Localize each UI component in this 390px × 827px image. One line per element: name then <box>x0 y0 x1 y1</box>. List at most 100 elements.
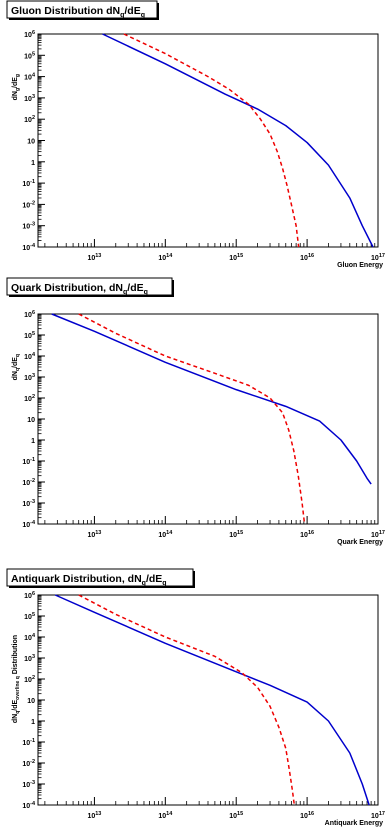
y-tick-exponent: -3 <box>30 780 35 786</box>
title-sub2: q <box>162 580 166 587</box>
series-line-red-dashed <box>123 33 300 248</box>
chart-3: Antiquark Distribution, dNq/dEqdNq/dEove… <box>6 568 385 827</box>
x-tick-label: 1015 <box>229 253 243 262</box>
y-tick-text: 10 <box>27 698 35 705</box>
x-tick-label: 1015 <box>229 530 243 539</box>
y-tick-base: 10 <box>22 501 30 508</box>
y-tick-label: 102 <box>24 394 35 403</box>
title-box <box>6 0 158 19</box>
x-tick-exponent: 17 <box>379 253 385 259</box>
title-sub1: q <box>142 580 146 587</box>
y-tick-base: 10 <box>24 593 32 600</box>
y-tick-label: 103 <box>24 94 35 103</box>
title-main: Quark Distribution, dN <box>11 282 123 294</box>
y-tick-exponent: -1 <box>30 457 35 463</box>
y-axis-label: dNg/dEg <box>12 74 21 100</box>
y-tick-label: 10-1 <box>22 179 35 188</box>
chart-1: Gluon Distribution dNg/dEgdNg/dEg10-410-… <box>6 0 385 269</box>
x-tick-exponent: 13 <box>95 530 101 536</box>
y-tick-exponent: -4 <box>30 243 36 249</box>
y-tick-label: 10-1 <box>22 457 35 466</box>
y-tick-exponent: 6 <box>32 591 35 597</box>
y-tick-label: 105 <box>24 612 35 621</box>
x-tick-label: 1017 <box>371 811 385 820</box>
x-tick-label: 1014 <box>158 811 173 820</box>
y-tick-exponent: -3 <box>30 222 35 228</box>
y-tick-base: 10 <box>24 333 32 340</box>
x-tick-base: 10 <box>300 532 308 539</box>
title-sub2: q <box>144 289 148 296</box>
ylabel-sub1: g <box>15 88 21 91</box>
x-tick-exponent: 14 <box>166 811 173 817</box>
y-tick-label: 10 <box>27 417 35 424</box>
x-tick-label: 1015 <box>229 811 243 820</box>
y-tick-base: 10 <box>24 354 32 361</box>
ylabel-sub2: q <box>15 354 21 357</box>
x-tick-exponent: 17 <box>379 530 385 536</box>
y-tick-text: 10 <box>27 417 35 424</box>
y-tick-exponent: 5 <box>32 51 35 57</box>
y-tick-label: 103 <box>24 373 35 382</box>
y-tick-exponent: 3 <box>32 94 35 100</box>
x-tick-label: 1016 <box>300 811 314 820</box>
plot-frame <box>37 33 379 248</box>
x-axis-label: Quark Energy <box>337 539 383 546</box>
y-tick-text: 1 <box>31 438 35 445</box>
y-tick-label: 106 <box>24 591 35 600</box>
y-tick-base: 10 <box>22 480 30 487</box>
y-tick-exponent: -2 <box>30 200 35 206</box>
y-tick-label: 10 <box>27 698 35 705</box>
y-tick-base: 10 <box>24 614 32 621</box>
y-tick-base: 10 <box>22 245 30 252</box>
y-tick-exponent: 2 <box>32 394 35 400</box>
ylabel-mid: /dE <box>12 77 19 88</box>
x-tick-label: 1017 <box>371 530 385 539</box>
x-tick-base: 10 <box>229 813 237 820</box>
y-tick-label: 10 <box>27 139 35 146</box>
y-tick-base: 10 <box>24 117 32 124</box>
ylabel-sub1: q <box>15 368 21 371</box>
y-tick-exponent: 6 <box>32 310 35 316</box>
x-tick-exponent: 15 <box>237 811 243 817</box>
x-tick-base: 10 <box>87 532 95 539</box>
y-tick-base: 10 <box>22 761 30 768</box>
chart-title: Quark Distribution, dNq/dEq <box>11 282 148 296</box>
y-tick-base: 10 <box>24 75 32 82</box>
y-tick-exponent: 3 <box>32 373 35 379</box>
x-tick-exponent: 15 <box>237 530 243 536</box>
series-line-red-dashed <box>78 313 306 525</box>
ylabel-mid: /dE <box>12 357 19 368</box>
ylabel-sub2: g <box>15 74 21 77</box>
y-tick-base: 10 <box>24 656 32 663</box>
x-tick-base: 10 <box>229 532 237 539</box>
ylabel-main: dN <box>12 91 19 100</box>
plot-frame <box>37 313 379 525</box>
y-tick-label: 1 <box>31 438 35 445</box>
y-tick-text: 10 <box>27 139 35 146</box>
y-tick-label: 102 <box>24 115 35 124</box>
x-tick-label: 1013 <box>87 811 101 820</box>
y-tick-base: 10 <box>24 375 32 382</box>
title-mid: /dE <box>127 282 143 294</box>
x-tick-base: 10 <box>158 813 166 820</box>
x-tick-exponent: 14 <box>166 530 173 536</box>
y-tick-label: 106 <box>24 30 35 39</box>
x-tick-base: 10 <box>371 255 379 262</box>
y-tick-label: 1 <box>31 719 35 726</box>
y-tick-label: 10-2 <box>22 759 35 768</box>
y-tick-base: 10 <box>24 312 32 319</box>
y-tick-label: 104 <box>24 633 36 642</box>
y-tick-label: 10-2 <box>22 478 35 487</box>
y-tick-exponent: 3 <box>32 654 35 660</box>
x-tick-base: 10 <box>300 813 308 820</box>
y-tick-label: 10-4 <box>22 520 36 529</box>
plot-frame <box>37 594 379 806</box>
y-tick-base: 10 <box>24 396 32 403</box>
title-box <box>6 568 194 587</box>
y-tick-base: 10 <box>24 32 32 39</box>
series-line-red-dashed <box>78 594 296 806</box>
y-tick-exponent: -2 <box>30 478 35 484</box>
ylabel-tail: Distribution <box>12 635 19 676</box>
y-tick-exponent: 5 <box>32 612 35 618</box>
y-tick-label: 1 <box>31 160 35 167</box>
